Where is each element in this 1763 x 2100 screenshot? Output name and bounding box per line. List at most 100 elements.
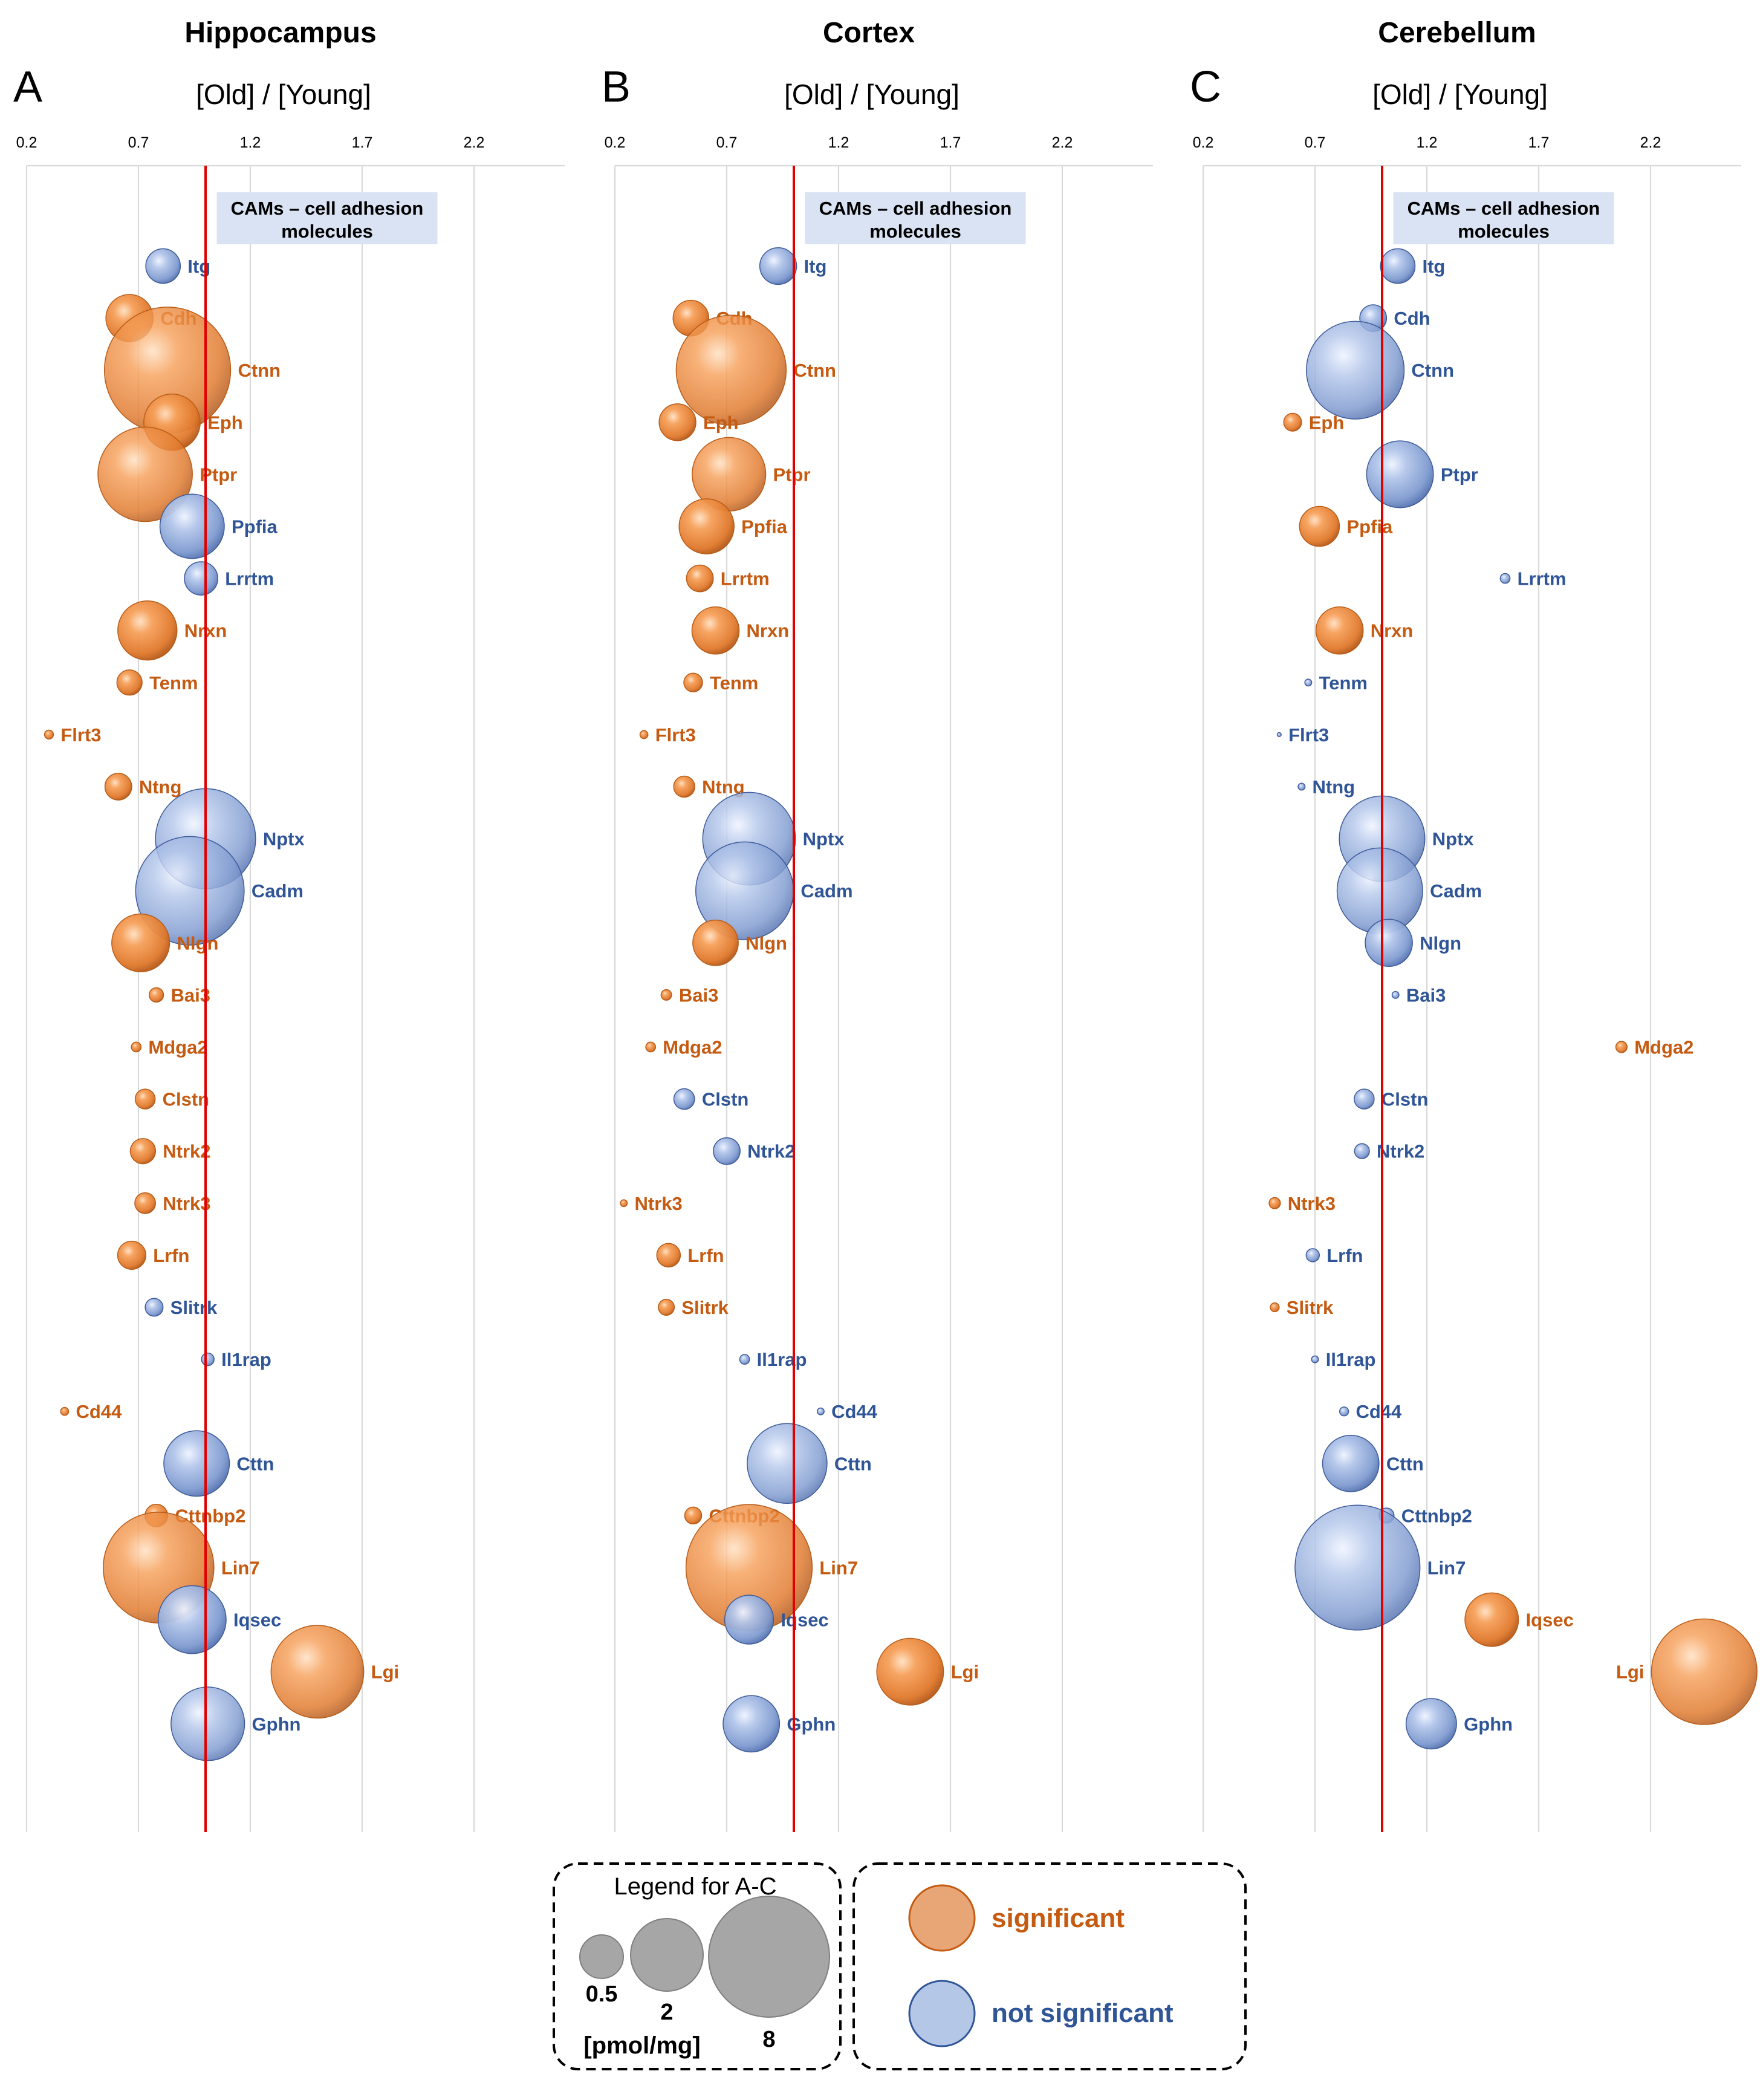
bubble-iqsec — [157, 1585, 227, 1654]
bubble-label-cttnbp2: Cttnbp2 — [1401, 1505, 1472, 1526]
category-label: molecules — [869, 221, 961, 242]
bubble-label-lrrtm: Lrrtm — [225, 568, 274, 590]
bubble-label-flrt3: Flrt3 — [60, 724, 101, 746]
bubble-ntrk3 — [620, 1199, 628, 1208]
bubble-lin7 — [1294, 1504, 1421, 1631]
x-tick-label: 1.2 — [828, 134, 849, 151]
bubble-label-tenm: Tenm — [149, 672, 198, 694]
bubble-cttn — [747, 1423, 828, 1504]
category-label: molecules — [281, 221, 373, 242]
bubble-mdga2 — [131, 1041, 142, 1053]
x-tick-label: 1.2 — [240, 134, 261, 151]
size-legend-bubble — [630, 1918, 704, 1992]
panel-hippocampus: Hippocampus A [Old] / [Young] 0.2 0.7 1.2 1.7 2… — [13, 17, 565, 1832]
bubble-tenm — [1304, 678, 1313, 687]
bubble-label-mdga2: Mdga2 — [663, 1037, 722, 1058]
bubble-label-lrrtm: Lrrtm — [721, 568, 770, 590]
bubble-label-itg: Itg — [804, 256, 827, 277]
legend-not-significant-label: not significant — [992, 1998, 1174, 2028]
bubble-label-iqsec: Iqsec — [781, 1610, 828, 1631]
bubble-label-ntrk2: Ntrk2 — [163, 1141, 210, 1162]
bubble-slitrk — [1270, 1302, 1280, 1313]
bubble-label-cd44: Cd44 — [831, 1401, 878, 1422]
panel-letter: C — [1190, 63, 1221, 111]
bubble-label-cd44: Cd44 — [76, 1401, 123, 1422]
bubble-ctnn — [675, 314, 787, 426]
bubble-label-il1rap: Il1rap — [221, 1349, 271, 1370]
bubble-slitrk — [658, 1299, 675, 1316]
bubble-ppfia — [1299, 505, 1340, 547]
panel-title: Cerebellum — [1378, 17, 1536, 49]
bubble-nlgn — [111, 913, 170, 972]
bubble-label-flrt3: Flrt3 — [1288, 724, 1329, 746]
bubble-label-ntrk3: Ntrk3 — [635, 1193, 683, 1214]
bubble-gphn — [722, 1695, 781, 1753]
bubble-label-nptx: Nptx — [263, 828, 305, 850]
bubble-label-itg: Itg — [1422, 256, 1445, 277]
x-tick-label: 0.7 — [128, 134, 149, 151]
bubble-ctnn — [1306, 320, 1405, 420]
bubble-clstn — [673, 1088, 695, 1110]
bubble-label-nptx: Nptx — [1432, 828, 1475, 850]
bubble-label-mdga2: Mdga2 — [148, 1037, 207, 1058]
bubble-label-lrfn: Lrfn — [1326, 1245, 1363, 1266]
bubble-cttn — [163, 1430, 230, 1497]
bubble-label-iqsec: Iqsec — [233, 1610, 281, 1631]
bubble-bai3 — [1391, 990, 1400, 999]
bubble-label-ntrk2: Ntrk2 — [747, 1141, 795, 1162]
bubble-bai3 — [660, 989, 672, 1001]
bubble-lgi — [1651, 1618, 1758, 1725]
bubble-flrt3 — [639, 730, 649, 740]
bubble-il1rap — [1311, 1355, 1319, 1364]
bubble-cd44 — [816, 1407, 825, 1416]
bubble-flrt3 — [44, 729, 54, 740]
category-label: molecules — [1458, 221, 1550, 242]
category-label: CAMs – cell adhesion — [819, 198, 1012, 219]
bubble-lrfn — [656, 1243, 681, 1268]
bubble-label-nptx: Nptx — [803, 828, 845, 850]
category-label: CAMs – cell adhesion — [1407, 198, 1600, 219]
bubble-tenm — [683, 672, 703, 693]
x-tick-label: 2.2 — [1052, 134, 1073, 151]
panel-cerebellum: Cerebellum C [Old] / [Young] 0.2 0.7 1.2 1.7 2.… — [1190, 17, 1758, 1832]
bubble-label-lgi: Lgi — [951, 1662, 979, 1683]
size-legend-box — [553, 1862, 842, 2070]
bubble-nlgn — [692, 919, 739, 966]
bubble-label-lin7: Lin7 — [819, 1558, 858, 1579]
bubble-label-slitrk: Slitrk — [1287, 1297, 1334, 1318]
bubble-label-lgi: Lgi — [371, 1662, 400, 1683]
bubble-label-clstn: Clstn — [1382, 1089, 1429, 1110]
bubble-lrrtm — [184, 561, 218, 596]
size-legend-title: Legend for A-C — [614, 1873, 776, 1900]
bubble-slitrk — [144, 1298, 164, 1317]
bubble-label-ppfia: Ppfia — [1346, 516, 1393, 538]
size-legend-bubble — [708, 1896, 830, 2018]
bubble-label-cttn: Cttn — [834, 1453, 872, 1474]
legend-significant-label: significant — [992, 1903, 1125, 1933]
bubble-lrfn — [1305, 1248, 1320, 1263]
x-axis-label: [Old] / [Young] — [196, 79, 371, 110]
size-legend-bubble — [579, 1934, 624, 1979]
bubble-label-slitrk: Slitrk — [681, 1297, 729, 1318]
bubble-label-lgi: Lgi — [1616, 1662, 1644, 1683]
bubble-label-eph: Eph — [703, 412, 739, 433]
bubble-tenm — [116, 669, 143, 696]
bubble-iqsec — [1464, 1592, 1519, 1647]
size-legend-value: 2 — [660, 2000, 673, 2025]
bubble-iqsec — [724, 1595, 774, 1645]
bubble-itg — [145, 248, 181, 284]
bubble-il1rap — [201, 1352, 215, 1367]
bubble-nlgn — [1365, 918, 1413, 967]
x-tick-label: 2.2 — [464, 134, 485, 151]
bubble-label-gphn: Gphn — [1464, 1714, 1513, 1735]
bubble-cttn — [1322, 1434, 1380, 1492]
bubble-ntrk2 — [129, 1138, 157, 1165]
bubble-label-ntrk3: Ntrk3 — [1288, 1193, 1336, 1214]
bubble-label-lrrtm: Lrrtm — [1518, 568, 1567, 590]
bubble-clstn — [134, 1088, 156, 1110]
x-axis-label: [Old] / [Young] — [784, 79, 959, 110]
bubble-ptpr — [97, 426, 193, 522]
bubble-eph — [1283, 412, 1302, 432]
x-tick-label: 0.2 — [16, 134, 37, 151]
bubble-label-clstn: Clstn — [163, 1089, 210, 1110]
